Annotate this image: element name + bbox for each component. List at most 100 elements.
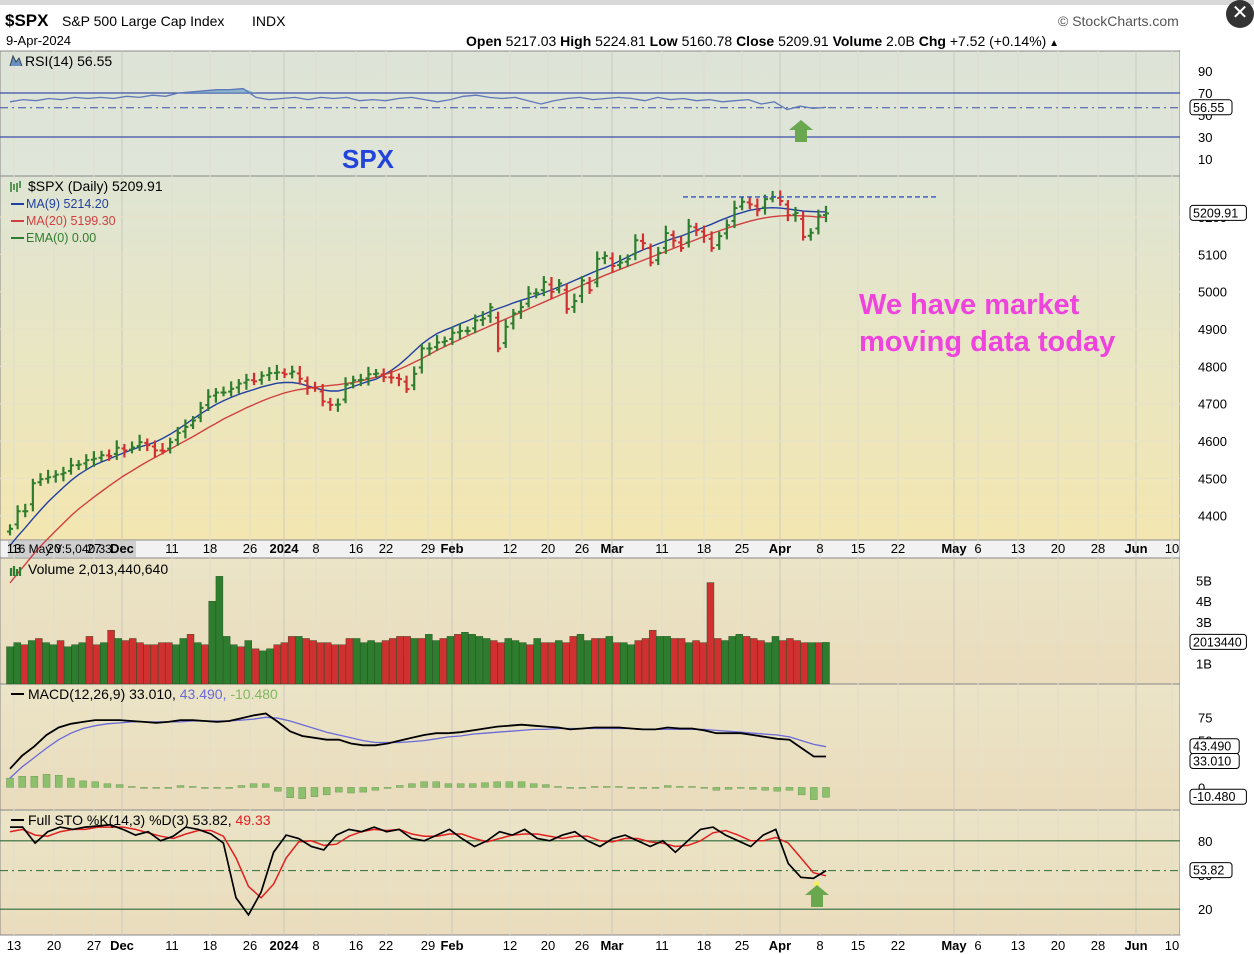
spx-label: SPX [342,144,395,174]
price-bar [296,365,303,385]
price-bar [525,286,532,308]
volume-bar [129,638,137,685]
price-bar [29,478,36,512]
price-bar [510,308,517,330]
volume-bar [352,638,361,685]
macd-histogram-bar [676,786,684,788]
price-bar [495,311,502,353]
macd-histogram-bar [383,787,392,789]
price-legend-icon [10,181,21,192]
x-tick-label-bottom: 20 [541,938,555,953]
price-tick-label: 4600 [1198,434,1227,449]
volume-bar [114,638,123,685]
price-bar [548,276,555,299]
volume-tick-label: 3B [1196,615,1212,630]
price-bar [174,426,181,446]
macd-histogram-bar [176,785,185,788]
exchange: INDX [252,13,286,29]
volume-bar [598,638,606,685]
volume-value: 2.0B [886,33,915,49]
x-tick-label-bottom: 28 [1091,938,1105,953]
macd-histogram-bar [262,783,270,788]
macd-histogram-bar [286,787,294,798]
volume-bar [143,644,151,685]
volume-bar [13,642,21,685]
price-bar [45,469,52,484]
price-bar [708,231,715,252]
x-tick-label: 18 [697,541,711,556]
price-bar [319,383,326,407]
x-tick-label-bottom: Jun [1124,938,1147,953]
volume-bar [641,638,650,685]
price-bar [289,365,296,379]
open-value: 5217.03 [505,33,557,49]
x-tick-label: 16 [349,541,363,556]
price-legend-item: MA(9) 5214.20 [26,197,109,211]
volume-legend-icon [9,566,22,576]
price-bar [426,342,433,356]
x-tick-label-bottom: 26 [243,938,257,953]
price-bar [75,460,82,470]
macd-value-box [1189,753,1240,770]
macd-histogram-bar [140,787,148,789]
macd-histogram-bar [188,786,197,788]
macd-histogram-bar [639,787,648,789]
volume-bar [685,642,693,685]
price-bar [327,397,334,411]
price-bar [197,401,204,423]
index-name: S&P 500 Large Cap Index [62,13,225,29]
volume-bar [778,640,787,685]
price-bar [98,450,105,462]
price-bar [357,373,364,387]
sto-legend-d: 49.33 [235,812,270,828]
macd-histogram-bar [737,787,745,789]
price-tick-label: 5000 [1198,285,1227,300]
macd-histogram-bar [810,787,818,800]
macd-value: 33.010 [1193,755,1231,769]
rsi-overbought-fill [10,88,826,93]
volume-bar [42,642,50,685]
macd-histogram-bar [103,783,112,788]
price-bar [113,440,120,460]
x-tick-label-bottom: 13 [7,938,21,953]
macd-histogram-bar [91,781,99,788]
open-label: Open [466,33,502,49]
macd-hist-value: -10.480 [1193,790,1235,804]
macd-histogram-bar [651,787,660,789]
price-bar [83,454,90,470]
sto-k-line [10,823,827,917]
volume-bar [360,642,368,685]
macd-histogram-bar [274,787,282,792]
rsi-line [9,87,827,111]
close-icon[interactable]: ✕ [1226,0,1254,28]
volume-bar [78,642,86,685]
volume-last-value-box [1189,633,1247,650]
macd-hist-value-box [1189,788,1247,805]
price-bar [578,276,585,304]
price-bar [807,228,814,241]
volume-bar [396,636,404,685]
macd-histogram-bar [335,787,343,793]
macd-histogram-bar [298,787,306,799]
price-bar [670,230,677,248]
price-last-value-box [1189,204,1247,221]
x-tick-label: May [941,541,967,556]
macd-histogram-bar [310,787,319,797]
sto-arrow-icon [805,885,829,907]
price-bar [60,466,67,482]
sto-legend: Full STO %K(14,3) %D(3) 53.82, 49.33 [28,812,271,828]
price-bar [517,301,524,319]
volume-legend: Volume 2,013,440,640 [28,561,168,577]
macd-histogram-bar [773,787,781,792]
price-bar [7,524,13,536]
price-bar [639,233,646,251]
x-tick-label-bottom: 8 [312,938,319,953]
volume-bar [461,632,469,685]
macd-histogram-bar [493,781,501,788]
price-bar [540,276,547,297]
rsi-legend: RSI(14) 56.55 [25,53,112,69]
sto-tick-label: 80 [1198,834,1212,849]
macd-histogram-bar [444,783,453,788]
price-bar [144,438,151,452]
